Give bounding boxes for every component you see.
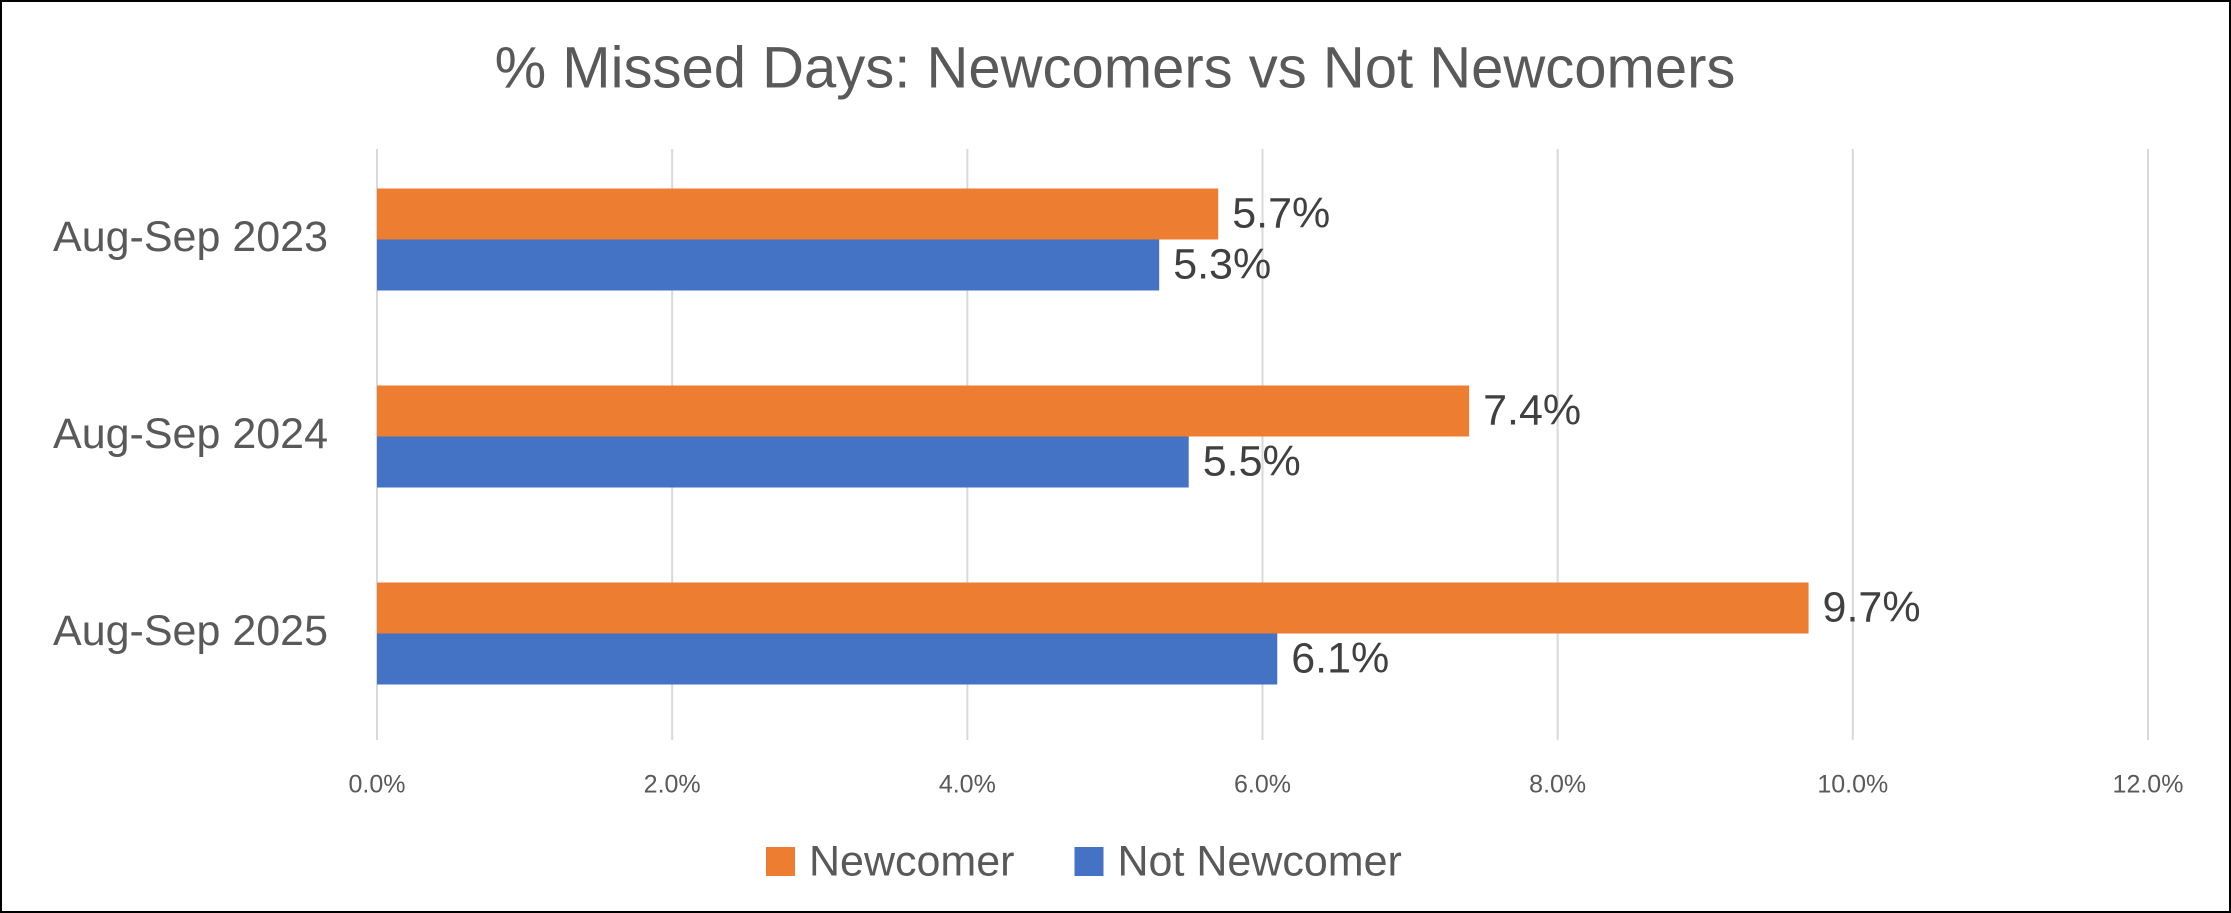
bar bbox=[377, 385, 1470, 437]
x-tick-label: 0.0% bbox=[349, 771, 406, 799]
data-label: 5.7% bbox=[1232, 189, 1330, 237]
y-tick-label: Aug-Sep 2025 bbox=[53, 607, 328, 655]
y-tick-label: Aug-Sep 2024 bbox=[53, 410, 328, 458]
x-tick-label: 10.0% bbox=[1817, 771, 1888, 799]
legend-swatch bbox=[766, 847, 795, 876]
x-tick-label: 2.0% bbox=[644, 771, 701, 799]
bar bbox=[377, 188, 1219, 240]
x-tick-label: 8.0% bbox=[1529, 771, 1586, 799]
data-label: 6.1% bbox=[1291, 634, 1389, 682]
bar bbox=[377, 436, 1189, 488]
data-label: 9.7% bbox=[1823, 583, 1921, 631]
data-label: 7.4% bbox=[1483, 386, 1581, 434]
legend-label: Not Newcomer bbox=[1118, 837, 1402, 885]
x-tick-label: 12.0% bbox=[2113, 771, 2184, 799]
data-label: 5.3% bbox=[1173, 240, 1271, 288]
chart-title: % Missed Days: Newcomers vs Not Newcomer… bbox=[495, 35, 1736, 100]
x-tick-label: 4.0% bbox=[939, 771, 996, 799]
data-label: 5.5% bbox=[1203, 437, 1301, 485]
y-tick-label: Aug-Sep 2023 bbox=[53, 213, 328, 261]
legend-label: Newcomer bbox=[809, 837, 1015, 885]
bar bbox=[377, 239, 1160, 291]
x-tick-label: 6.0% bbox=[1234, 771, 1291, 799]
legend-swatch bbox=[1074, 847, 1104, 876]
bar bbox=[377, 633, 1278, 685]
bar bbox=[377, 582, 1809, 634]
